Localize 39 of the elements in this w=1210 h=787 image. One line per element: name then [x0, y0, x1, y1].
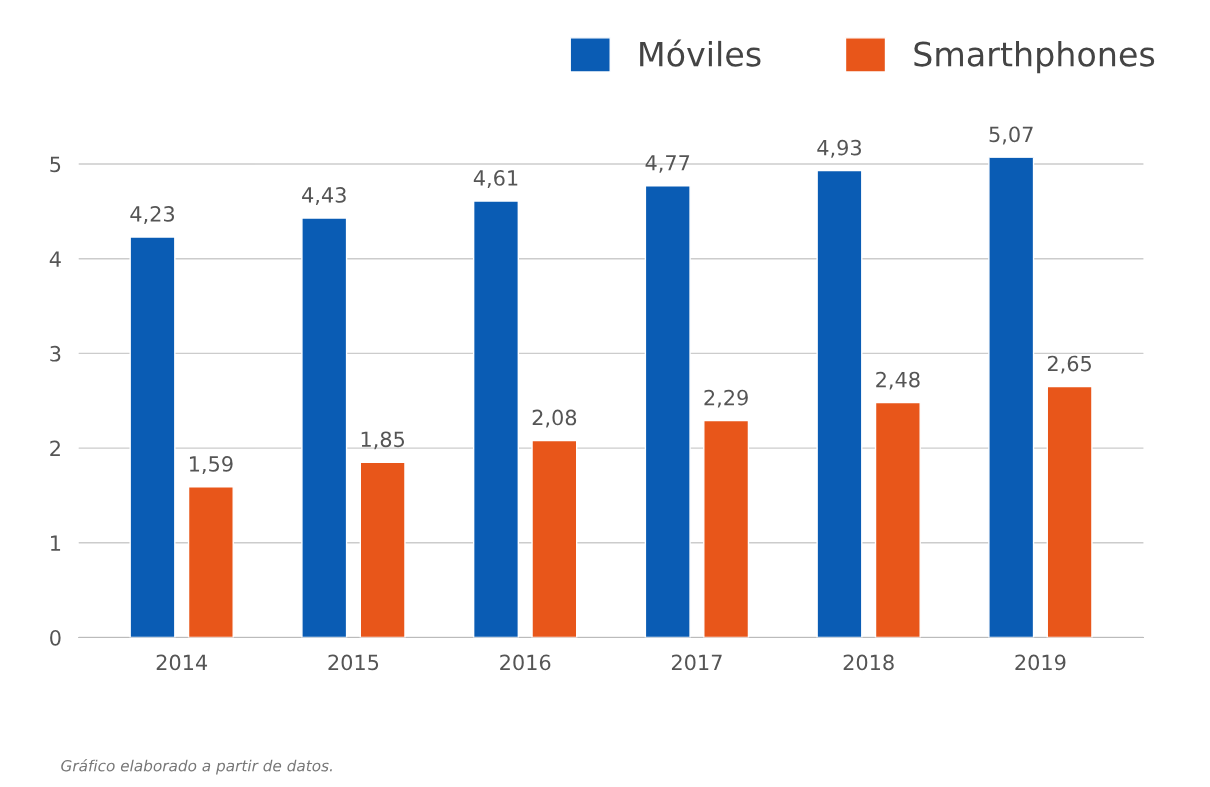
bar [874, 401, 921, 638]
x-tick-label: 2016 [500, 654, 551, 671]
x-tick-label: 2018 [843, 654, 894, 671]
data-label: 4,23 [130, 206, 175, 224]
x-tick-label: 2015 [328, 654, 379, 671]
data-label: 4,43 [302, 187, 346, 205]
data-label: 4,61 [473, 170, 518, 188]
data-label: 1,59 [189, 456, 233, 474]
x-tick-label: 2014 [156, 654, 208, 671]
text: Gráfico elaborado a partir de datos. [61, 759, 332, 775]
data-label: 2,48 [876, 371, 920, 390]
bar [816, 169, 863, 638]
legend-label: Smarthphones [914, 40, 1155, 74]
bar [988, 157, 1035, 638]
bar [187, 486, 234, 638]
data-label: 2,29 [704, 389, 748, 408]
bar [301, 217, 348, 638]
data-label: 5,07 [989, 126, 1033, 145]
legend-label: Móviles [640, 39, 761, 67]
bar [1046, 385, 1093, 638]
bar [644, 185, 691, 638]
data-label: 2,08 [532, 409, 577, 428]
y-tick-label: 2 [50, 440, 60, 457]
y-tick-label: 5 [50, 156, 61, 173]
y-tick-label: 0 [50, 629, 61, 646]
bar [472, 200, 520, 638]
bar [359, 461, 406, 638]
bar [703, 419, 750, 638]
data-label: 4,93 [817, 139, 861, 158]
data-label: 2,65 [1047, 355, 1091, 374]
data-label: 4,77 [645, 155, 690, 173]
x-tick-label: 2019 [1015, 654, 1066, 671]
y-tick-label: 4 [49, 251, 61, 267]
y-tick-label: 3 [50, 345, 61, 362]
data-label: 1,85 [361, 431, 405, 450]
x-tick-label: 2017 [671, 654, 722, 671]
bar [531, 439, 578, 638]
bar [129, 236, 176, 638]
y-tick-label: 1 [51, 535, 61, 551]
